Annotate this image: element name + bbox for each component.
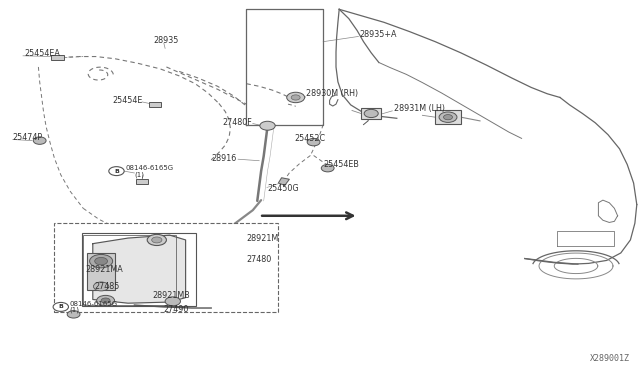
Circle shape [101,298,110,303]
Circle shape [95,257,108,265]
Bar [83,235,176,305]
Text: 25454E: 25454E [112,96,142,105]
Circle shape [33,137,46,144]
Bar [361,108,381,119]
Circle shape [90,254,113,268]
Bar [149,102,161,106]
Circle shape [97,295,115,306]
Text: 25450G: 25450G [268,185,299,193]
Circle shape [287,92,305,103]
Bar [435,110,461,124]
Text: 08146-6165G: 08146-6165G [125,165,173,171]
Bar [82,233,196,306]
Circle shape [93,282,109,291]
Text: 27480: 27480 [246,255,271,264]
Circle shape [439,112,457,122]
Text: 28931M (LH): 28931M (LH) [394,104,445,113]
Text: 28921MB: 28921MB [152,291,190,300]
Text: 28921M: 28921M [246,234,278,243]
Text: 25454EB: 25454EB [323,160,359,169]
Circle shape [260,121,275,130]
Circle shape [321,164,334,172]
Text: 25454EA: 25454EA [24,49,60,58]
Text: 28916: 28916 [211,154,236,163]
Text: 28930M (RH): 28930M (RH) [306,89,358,98]
Circle shape [307,138,320,146]
Text: 27490: 27490 [163,305,189,314]
Circle shape [165,297,180,306]
Circle shape [109,167,124,176]
Bar [136,179,148,184]
Circle shape [291,95,300,100]
Text: 08146-6165G: 08146-6165G [69,301,117,307]
Text: 27485: 27485 [95,282,120,291]
Text: 27480F: 27480F [223,118,252,126]
Circle shape [364,109,378,118]
Text: B: B [58,304,63,310]
Circle shape [53,302,68,311]
Circle shape [147,234,166,246]
Text: B: B [114,169,119,174]
Text: X289001Z: X289001Z [590,354,630,363]
Bar [51,55,64,60]
Bar [87,253,115,290]
Circle shape [67,311,80,318]
Polygon shape [278,178,289,185]
Text: 28935: 28935 [154,36,179,45]
Circle shape [444,115,452,120]
Text: 28935+A: 28935+A [360,30,397,39]
Text: 28921MA: 28921MA [85,265,123,274]
Bar [54,223,278,312]
Text: 25452C: 25452C [294,134,326,143]
Text: (1): (1) [69,306,79,313]
Circle shape [152,237,162,243]
Text: (1): (1) [134,171,145,178]
Polygon shape [93,235,186,303]
Text: 25474P: 25474P [13,133,43,142]
